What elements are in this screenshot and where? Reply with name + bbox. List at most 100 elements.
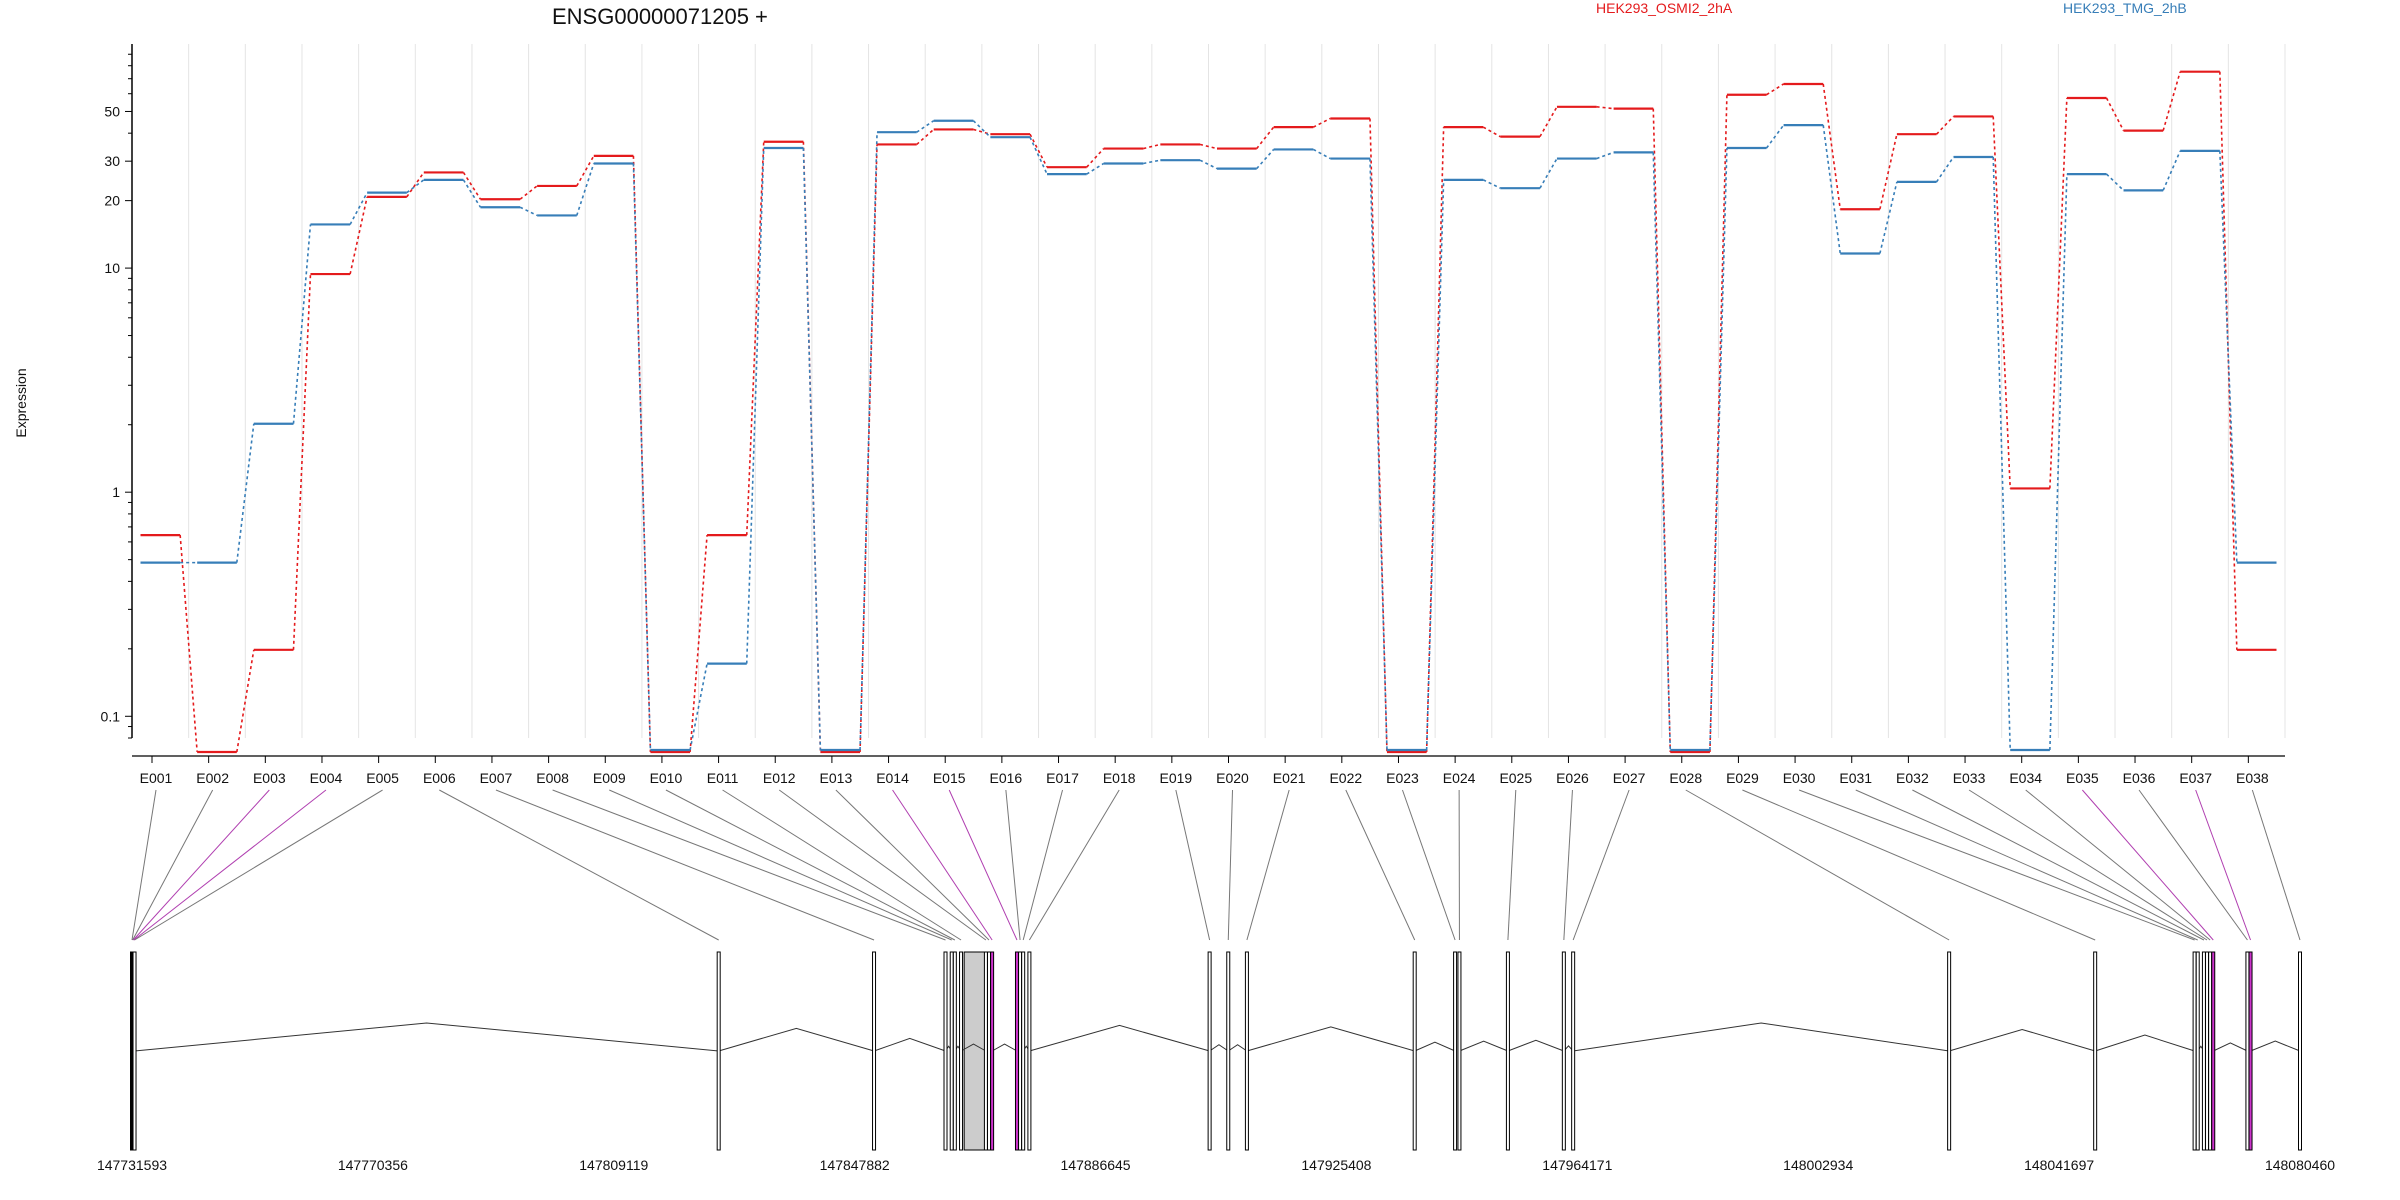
genomic-coord-label: 147886645 — [1061, 1157, 1131, 1173]
series-connector — [1935, 156, 1955, 183]
intron-line — [1029, 1024, 1210, 1052]
exon-label-E036: E036 — [2123, 770, 2156, 786]
series-connector — [1143, 143, 1161, 150]
exon-label-E038: E038 — [2236, 770, 2269, 786]
exon-block-E037 — [2248, 951, 2253, 1151]
exon-block-E030 — [2192, 951, 2197, 1151]
series-connector — [916, 128, 935, 146]
exon-label-E033: E033 — [1953, 770, 1986, 786]
intron-line — [873, 1037, 946, 1052]
exon-block-E027 — [1571, 951, 1576, 1151]
exon-block-E017 — [1021, 951, 1026, 1151]
series-connector — [1935, 115, 1955, 135]
genomic-coord-label: 147964171 — [1542, 1157, 1612, 1173]
exon-connectors — [131, 789, 2301, 941]
connector-E037 — [2195, 789, 2252, 941]
exon-label-E007: E007 — [480, 770, 513, 786]
exon-label-E021: E021 — [1273, 770, 1306, 786]
series-connector — [406, 171, 425, 198]
series-lines — [140, 70, 2277, 754]
exon-label-E009: E009 — [593, 770, 626, 786]
exon-block-E023 — [1453, 951, 1458, 1151]
exon-block-E016 — [1018, 951, 1023, 1151]
connector-E009 — [609, 789, 952, 941]
series-connector — [632, 163, 652, 751]
connector-E008 — [552, 789, 946, 941]
series-connector — [1369, 158, 1388, 751]
series-connector — [462, 171, 482, 200]
exon-label-E025: E025 — [1499, 770, 1532, 786]
connector-E010 — [665, 789, 956, 941]
exon-block-E005 — [132, 951, 137, 1151]
exon-label-E015: E015 — [933, 770, 966, 786]
exon-block-E036 — [2245, 951, 2250, 1151]
connector-E020 — [1227, 789, 1233, 941]
chart-title: ENSG00000071205 + — [552, 4, 768, 29]
series-connector — [1029, 136, 1048, 175]
series-connector — [1425, 179, 1445, 751]
series-connector — [689, 535, 708, 753]
connector-E030 — [1798, 789, 2195, 941]
connector-E023 — [1402, 789, 1456, 941]
y-tick-label: 30 — [104, 153, 120, 169]
connector-E032 — [1912, 789, 2205, 941]
series-connector — [1879, 133, 1898, 210]
series-connector — [2105, 173, 2125, 191]
intron-line — [1948, 1028, 2096, 1052]
connector-E033 — [1968, 789, 2208, 941]
series-connector — [236, 649, 255, 753]
genomic-coordinate-axis: 147731593 147770356 147809119 147847882 1478… — [97, 1157, 2335, 1173]
connector-E012 — [778, 789, 987, 941]
exon-label-E005: E005 — [366, 770, 399, 786]
exon-block-E024 — [1457, 951, 1462, 1151]
exon-label-E031: E031 — [1839, 770, 1872, 786]
exon-block-E013 — [987, 951, 992, 1151]
exon-block-E010 — [952, 951, 957, 1151]
series-connector — [1709, 94, 1728, 753]
series-connector — [349, 196, 368, 275]
exon-block-E006 — [716, 951, 721, 1151]
series-connector — [745, 147, 765, 664]
genomic-coord-label: 147809119 — [579, 1157, 648, 1173]
genomic-coord-label: 148002934 — [1783, 1157, 1853, 1173]
connector-E002 — [132, 789, 214, 941]
exon-label-E011: E011 — [707, 770, 739, 786]
intron-line — [1246, 1026, 1415, 1052]
exon-label-E022: E022 — [1329, 770, 1362, 786]
exon-label-E037: E037 — [2179, 770, 2212, 786]
series-connector — [1992, 156, 2012, 751]
exon-block-E026 — [1561, 951, 1566, 1151]
series-connector — [349, 192, 368, 225]
series-connector — [2105, 97, 2125, 131]
series-connector — [1765, 124, 1785, 149]
connector-E006 — [439, 789, 719, 941]
intron-line — [1507, 1039, 1565, 1052]
connector-E031 — [1855, 789, 2198, 941]
series-connector — [2049, 97, 2068, 489]
exon-label-E017: E017 — [1046, 770, 1079, 786]
genomic-coord-label: 147731593 — [97, 1157, 167, 1173]
exon-block-E025 — [1505, 951, 1510, 1151]
exon-block-E007 — [872, 951, 877, 1151]
exon-label-E014: E014 — [876, 770, 909, 786]
exon-block-E008 — [943, 951, 948, 1151]
connector-E027 — [1572, 789, 1630, 941]
exon-block-E029 — [2093, 951, 2098, 1151]
exon-label-E013: E013 — [820, 770, 853, 786]
exon-label-E026: E026 — [1556, 770, 1589, 786]
series-connector — [2219, 150, 2238, 563]
exon-block-E035 — [2211, 951, 2216, 1151]
y-tick-label: 10 — [104, 260, 120, 276]
y-axis-label: Expression — [13, 368, 29, 437]
exon-label-E020: E020 — [1216, 770, 1249, 786]
legend-entry-tmg: HEK293_TMG_2hB — [2063, 0, 2187, 16]
exon-label-E016: E016 — [990, 770, 1023, 786]
exon-label-E024: E024 — [1443, 770, 1476, 786]
exon-block-E015 — [1014, 951, 1019, 1151]
grid-lines — [131, 44, 2286, 738]
connector-E004 — [133, 789, 327, 941]
series-connector — [1992, 116, 2012, 489]
exon-block-E022 — [1412, 951, 1417, 1151]
intron-line — [718, 1027, 875, 1052]
exon-block-E028 — [1947, 951, 1952, 1151]
